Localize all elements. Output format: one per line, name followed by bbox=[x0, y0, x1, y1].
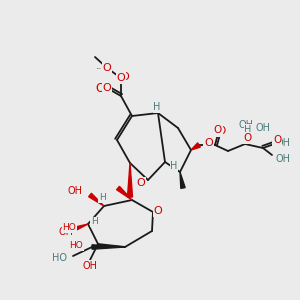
Text: methoxy: methoxy bbox=[105, 66, 111, 68]
Text: OH: OH bbox=[58, 227, 74, 237]
Text: OH: OH bbox=[275, 138, 290, 148]
Text: O: O bbox=[103, 83, 111, 93]
Text: OH: OH bbox=[275, 154, 290, 164]
Text: O: O bbox=[121, 72, 129, 82]
Text: OH: OH bbox=[238, 120, 253, 130]
Text: O: O bbox=[154, 206, 162, 216]
Polygon shape bbox=[128, 163, 133, 197]
Text: HO: HO bbox=[69, 242, 83, 250]
Text: OH: OH bbox=[256, 123, 271, 133]
Text: O: O bbox=[204, 138, 213, 148]
Text: O: O bbox=[154, 206, 162, 216]
Text: HO: HO bbox=[62, 224, 76, 232]
Polygon shape bbox=[117, 186, 132, 200]
Text: H: H bbox=[99, 194, 105, 202]
Text: H: H bbox=[153, 102, 161, 112]
Text: HO: HO bbox=[52, 253, 67, 263]
Text: O: O bbox=[214, 125, 222, 135]
Text: O: O bbox=[103, 63, 111, 73]
Polygon shape bbox=[92, 245, 125, 249]
Polygon shape bbox=[180, 172, 185, 188]
Text: methyl: methyl bbox=[97, 68, 101, 69]
Text: O: O bbox=[244, 133, 252, 143]
Text: O: O bbox=[95, 82, 105, 94]
Text: H: H bbox=[244, 125, 252, 135]
Text: O: O bbox=[103, 63, 111, 73]
Text: OH: OH bbox=[82, 261, 98, 271]
Text: O: O bbox=[117, 73, 125, 83]
Text: O: O bbox=[217, 126, 225, 136]
Polygon shape bbox=[191, 143, 200, 150]
Text: H: H bbox=[91, 218, 98, 226]
Polygon shape bbox=[71, 224, 88, 232]
Polygon shape bbox=[88, 193, 104, 206]
Text: OH: OH bbox=[67, 186, 82, 196]
Text: O: O bbox=[273, 135, 281, 145]
Text: O: O bbox=[136, 178, 146, 188]
Text: H: H bbox=[170, 161, 178, 171]
